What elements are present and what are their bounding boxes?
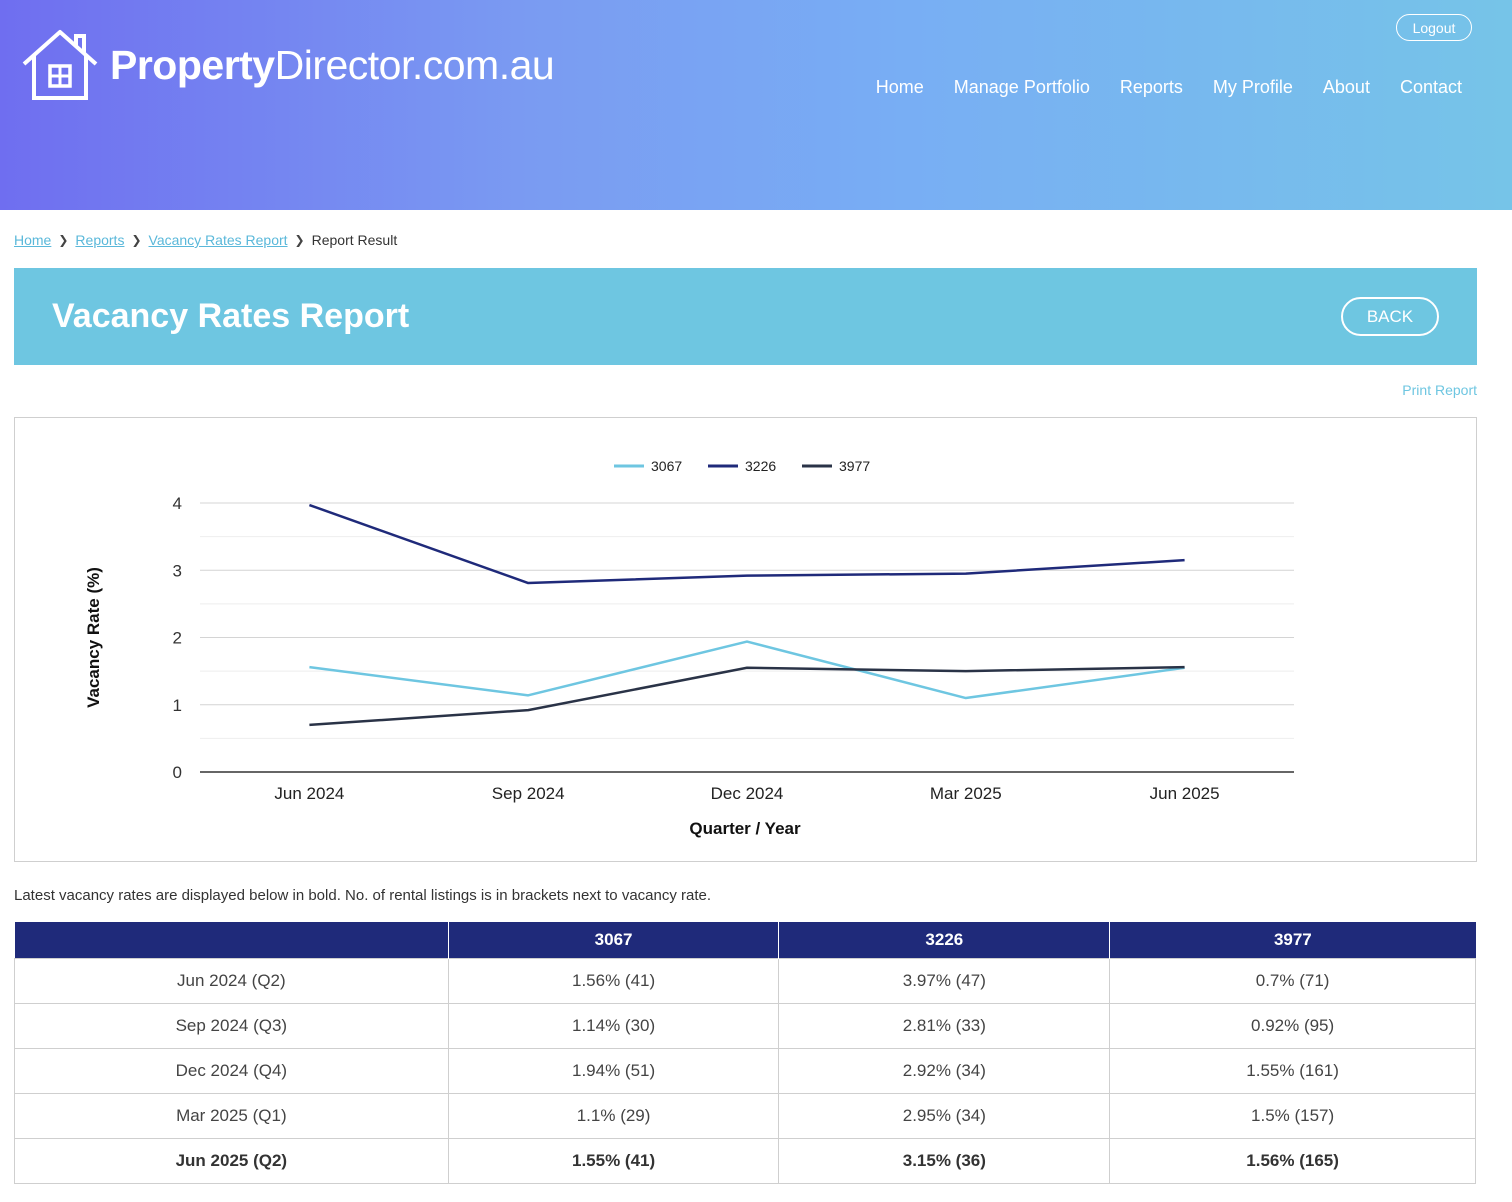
y-tick-label: 2 bbox=[173, 629, 182, 648]
table-note: Latest vacancy rates are displayed below… bbox=[14, 887, 712, 904]
rate-cell: 1.55% (161) bbox=[1109, 1047, 1476, 1094]
table-row: Jun 2024 (Q2) 1.56% (41) 3.97% (47) 0.7% (7… bbox=[14, 957, 1476, 1004]
rate-cell: 0.92% (95) bbox=[1109, 1002, 1476, 1049]
nav-my-profile[interactable]: My Profile bbox=[1212, 77, 1293, 97]
rate-cell: 1.14% (30) bbox=[447, 1002, 780, 1049]
y-axis-label: Vacancy Rate (%) bbox=[84, 567, 103, 708]
y-tick-label: 1 bbox=[173, 696, 182, 715]
row-period: Sep 2024 (Q3) bbox=[14, 1002, 449, 1049]
rate-cell: 1.55% (41) bbox=[447, 1137, 780, 1184]
print-report-link[interactable]: Print Report bbox=[1402, 382, 1477, 398]
x-axis-label: Quarter / Year bbox=[689, 819, 801, 838]
rate-cell: 1.56% (165) bbox=[1109, 1137, 1476, 1184]
x-tick-label: Sep 2024 bbox=[492, 784, 565, 803]
logo-text: PropertyDirector.com.au bbox=[110, 41, 555, 88]
breadcrumb: Home ❯ Reports ❯ Vacancy Rates Report ❯ … bbox=[14, 232, 397, 248]
table-row: Dec 2024 (Q4) 1.94% (51) 2.92% (34) 1.55% (… bbox=[14, 1047, 1476, 1094]
rate-cell: 2.92% (34) bbox=[778, 1047, 1111, 1094]
legend-label: 3067 bbox=[651, 458, 682, 474]
row-period: Mar 2025 (Q1) bbox=[14, 1092, 449, 1139]
house-icon bbox=[22, 30, 98, 100]
nav-manage-portfolio[interactable]: Manage Portfolio bbox=[953, 77, 1090, 97]
breadcrumb-vacancy-rates-report[interactable]: Vacancy Rates Report bbox=[148, 232, 288, 248]
row-period: Jun 2024 (Q2) bbox=[14, 957, 449, 1004]
rate-cell: 3.15% (36) bbox=[778, 1137, 1111, 1184]
rate-cell: 1.56% (41) bbox=[447, 957, 780, 1004]
series-line-3226 bbox=[308, 503, 1185, 585]
rate-cell: 3.97% (47) bbox=[778, 957, 1111, 1004]
nav-reports[interactable]: Reports bbox=[1119, 77, 1183, 97]
report-title-bar: Vacancy Rates Report BACK bbox=[14, 268, 1477, 365]
rate-cell: 1.94% (51) bbox=[447, 1047, 780, 1094]
site-header: PropertyDirector.com.au Logout Home Mana… bbox=[0, 0, 1512, 210]
page-title: Vacancy Rates Report bbox=[52, 297, 410, 335]
x-tick-label: Dec 2024 bbox=[711, 784, 784, 803]
table-header-row: 3067 3226 3977 bbox=[14, 922, 1476, 958]
series-line-3977 bbox=[309, 665, 1185, 727]
table-header: 3977 bbox=[1109, 922, 1476, 958]
vacancy-chart: 0 1 2 3 4 Jun 2024 Sep 2024 Dec 2024 Mar 2025 Jun… bbox=[14, 417, 1477, 862]
vacancy-table: 3067 3226 3977 Jun 2024 (Q2) 1.56% (41) 3.… bbox=[14, 922, 1476, 1184]
breadcrumb-reports[interactable]: Reports bbox=[75, 232, 125, 248]
logout-button[interactable]: Logout bbox=[1396, 14, 1472, 41]
rate-cell: 0.7% (71) bbox=[1109, 957, 1476, 1004]
rate-cell: 2.95% (34) bbox=[778, 1092, 1111, 1139]
nav-about[interactable]: About bbox=[1322, 77, 1370, 97]
legend-label: 3977 bbox=[839, 458, 870, 474]
breadcrumb-home[interactable]: Home bbox=[14, 232, 52, 248]
chevron-right-icon: ❯ bbox=[131, 233, 142, 247]
chevron-right-icon: ❯ bbox=[294, 233, 305, 247]
y-tick-label: 0 bbox=[173, 763, 182, 782]
table-row: Mar 2025 (Q1) 1.1% (29) 2.95% (34) 1.5% (15… bbox=[14, 1092, 1476, 1139]
main-nav: Home Manage Portfolio Reports My Profile… bbox=[876, 77, 1462, 98]
x-tick-label: Jun 2024 bbox=[274, 784, 344, 803]
nav-home[interactable]: Home bbox=[875, 77, 924, 97]
rate-cell: 1.1% (29) bbox=[447, 1092, 780, 1139]
chevron-right-icon: ❯ bbox=[58, 233, 69, 247]
row-period: Dec 2024 (Q4) bbox=[14, 1047, 449, 1094]
back-button[interactable]: BACK bbox=[1341, 297, 1439, 336]
table-row: Jun 2025 (Q2) 1.55% (41) 3.15% (36) 1.56% (… bbox=[14, 1137, 1476, 1184]
site-logo[interactable]: PropertyDirector.com.au bbox=[20, 28, 555, 102]
row-period: Jun 2025 (Q2) bbox=[14, 1137, 449, 1184]
y-tick-label: 3 bbox=[173, 561, 182, 580]
table-row: Sep 2024 (Q3) 1.14% (30) 2.81% (33) 0.92% (… bbox=[14, 1002, 1476, 1049]
series-line-3067 bbox=[309, 640, 1185, 700]
y-tick-label: 4 bbox=[173, 494, 182, 513]
legend-label: 3226 bbox=[745, 458, 776, 474]
nav-contact[interactable]: Contact bbox=[1399, 77, 1462, 97]
rate-cell: 1.5% (157) bbox=[1109, 1092, 1476, 1139]
breadcrumb-current: Report Result bbox=[311, 232, 398, 248]
table-header: 3226 bbox=[778, 922, 1111, 958]
x-tick-label: Mar 2025 bbox=[930, 784, 1002, 803]
rate-cell: 2.81% (33) bbox=[778, 1002, 1111, 1049]
table-header bbox=[14, 922, 449, 958]
chart-svg: 0 1 2 3 4 Jun 2024 Sep 2024 Dec 2024 Mar 2025 Jun… bbox=[84, 458, 1294, 838]
table-header: 3067 bbox=[448, 922, 780, 958]
x-tick-label: Jun 2025 bbox=[1150, 784, 1220, 803]
